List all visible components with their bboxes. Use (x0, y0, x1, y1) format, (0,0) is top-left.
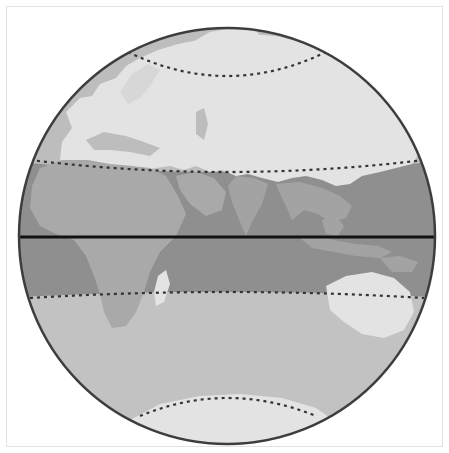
tropic-of-capricorn-line (29, 290, 425, 300)
europe-asia-landmass (60, 34, 420, 186)
africa-landmass (30, 160, 186, 328)
australia-landmass (326, 272, 414, 338)
arabia-landmass (176, 172, 226, 216)
antarctic-circle-line (139, 396, 317, 418)
caspian-sea (196, 108, 208, 140)
southeast-asia-landmass (276, 182, 352, 222)
madagascar-landmass (154, 270, 170, 306)
india-landmass (228, 176, 268, 236)
new-guinea-landmass (380, 256, 418, 272)
borneo-island (322, 216, 344, 236)
globe-outline (17, 26, 437, 446)
tropic-of-cancer-line (29, 158, 425, 174)
scandinavia-landmass (120, 64, 160, 104)
mediterranean-sea (86, 132, 160, 156)
arctic-island-landmass (196, 28, 262, 50)
indonesia-islands (300, 236, 392, 258)
